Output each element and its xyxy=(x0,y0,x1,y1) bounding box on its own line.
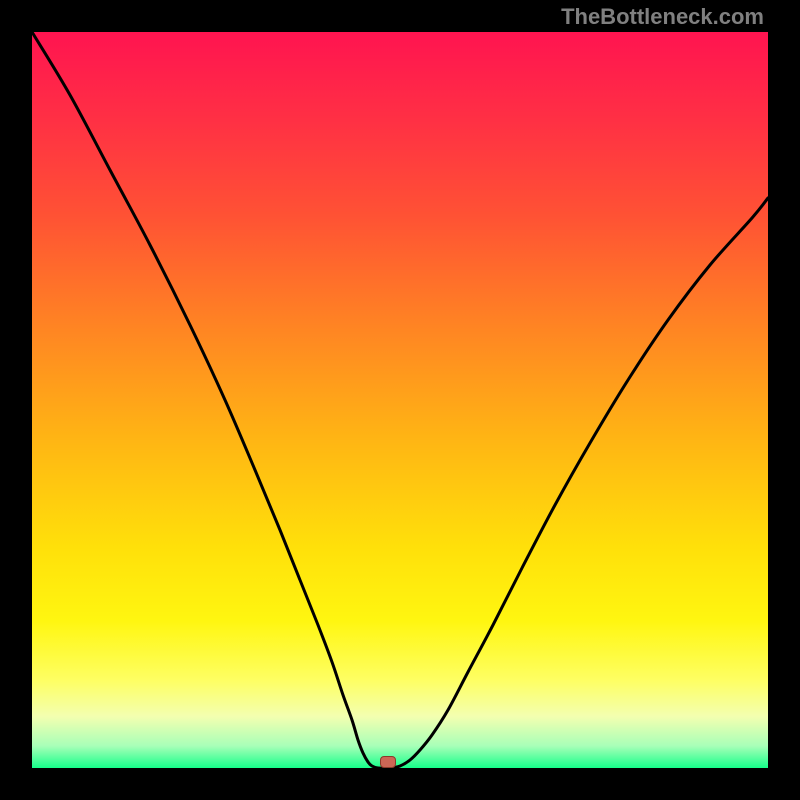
minimum-marker xyxy=(380,756,396,768)
chart-frame: TheBottleneck.com xyxy=(0,0,800,800)
bottleneck-curve xyxy=(0,0,800,800)
watermark-text: TheBottleneck.com xyxy=(561,4,764,30)
